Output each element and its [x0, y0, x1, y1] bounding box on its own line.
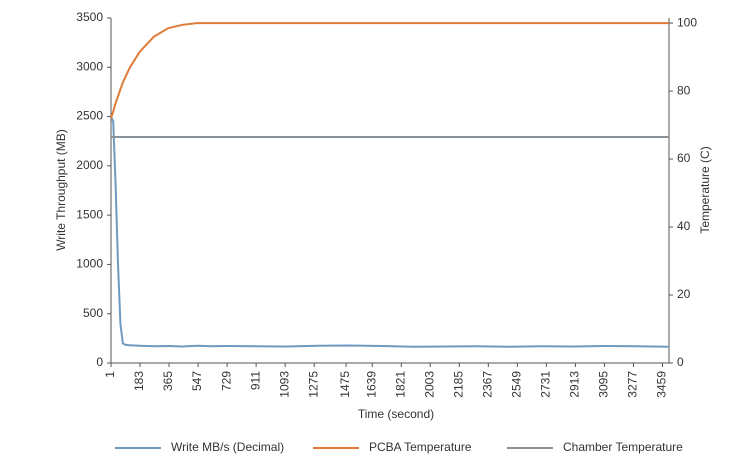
x-tick-label: 3459 — [655, 371, 669, 398]
x-tick-label: 1639 — [364, 371, 378, 398]
x-tick-label: 3095 — [597, 371, 611, 398]
x-tick-label: 911 — [248, 371, 262, 390]
y-tick-label: 3500 — [76, 10, 103, 24]
x-tick-label: 365 — [161, 371, 175, 391]
x-tick-label: 1093 — [277, 371, 291, 398]
y2-tick-label: 80 — [677, 83, 691, 97]
series-line — [110, 22, 669, 119]
y2-tick-label: 20 — [677, 287, 691, 301]
y2-tick-label: 40 — [677, 219, 691, 233]
y-tick-label: 500 — [83, 306, 103, 320]
x-tick-label: 1821 — [393, 371, 407, 398]
x-tick-label: 2913 — [568, 371, 582, 398]
x-tick-label: 2185 — [451, 371, 465, 398]
y2-tick-label: 60 — [677, 151, 691, 165]
y-tick-label: 2500 — [76, 109, 103, 123]
y-tick-label: 0 — [96, 355, 103, 369]
x-tick-label: 2731 — [539, 371, 553, 398]
legend-label: Write MB/s (Decimal) — [171, 440, 284, 454]
x-tick-label: 1 — [103, 371, 117, 378]
x-tick-label: 2549 — [510, 371, 524, 398]
x-tick-label: 1275 — [306, 371, 320, 398]
legend-label: PCBA Temperature — [369, 440, 472, 454]
y2-tick-label: 0 — [677, 355, 684, 369]
x-tick-label: 3277 — [626, 371, 640, 398]
x-tick-label: 547 — [190, 371, 204, 391]
y2-tick-label: 100 — [677, 15, 697, 29]
x-tick-label: 729 — [219, 371, 233, 391]
x-tick-label: 2003 — [422, 371, 436, 398]
x-tick-label: 1475 — [338, 371, 352, 398]
x-tick-label: 183 — [132, 371, 146, 391]
legend-label: Chamber Temperature — [563, 440, 683, 454]
series-line — [110, 116, 670, 348]
y-axis-title: Write Throughput (MB) — [54, 129, 68, 251]
y-tick-label: 1500 — [76, 207, 103, 221]
y-tick-label: 3000 — [76, 59, 103, 73]
y-tick-label: 2000 — [76, 158, 103, 172]
x-tick-label: 2367 — [480, 371, 494, 398]
y2-axis-title: Temperature (C) — [698, 146, 712, 233]
y-tick-label: 1000 — [76, 257, 103, 271]
x-axis-title: Time (second) — [358, 407, 434, 421]
